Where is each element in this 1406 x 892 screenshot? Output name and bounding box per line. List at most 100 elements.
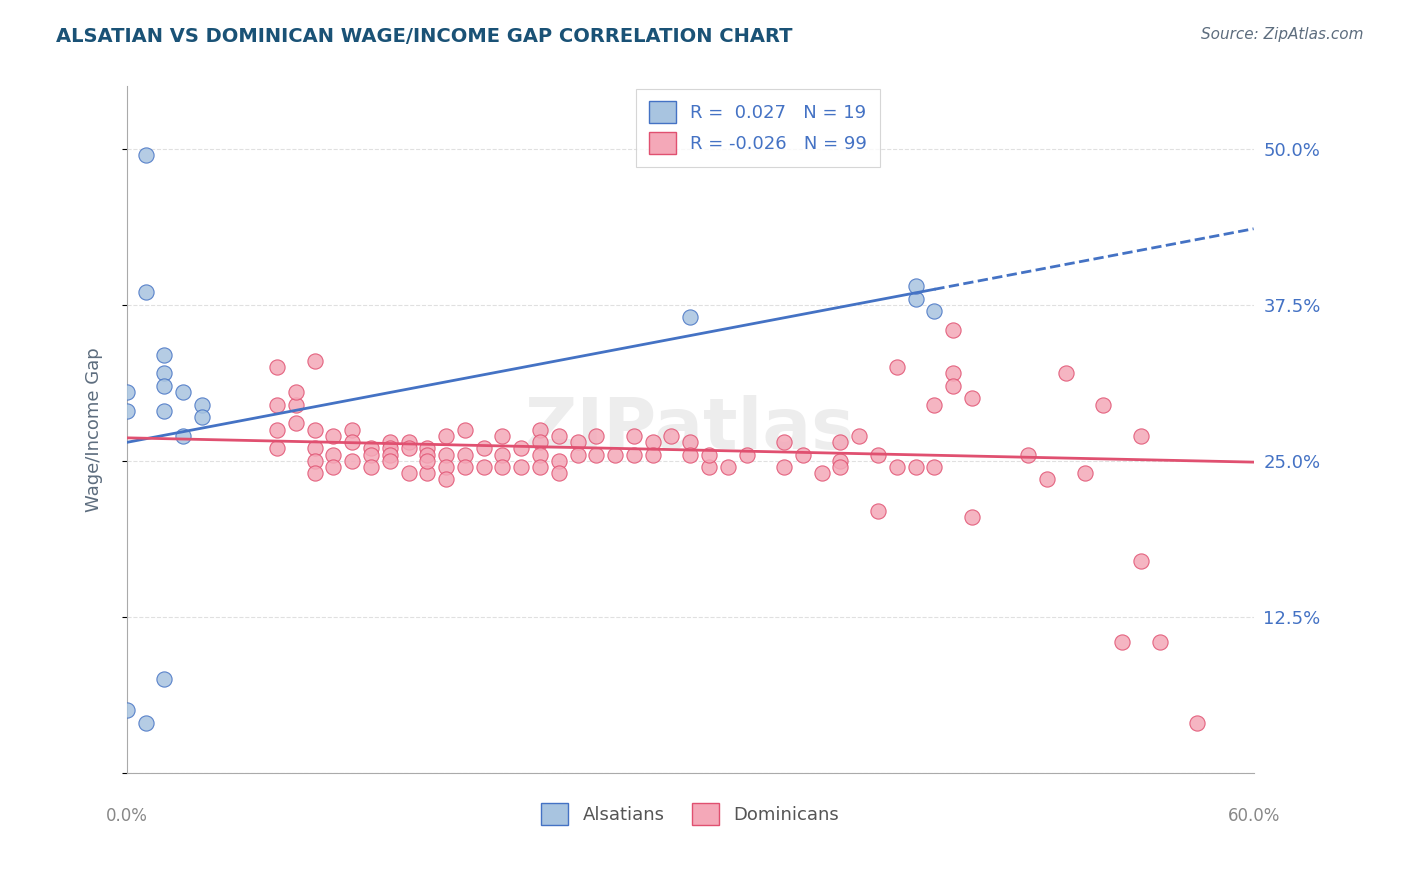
Point bbox=[398, 442, 420, 456]
Point bbox=[866, 448, 889, 462]
Point bbox=[810, 467, 832, 481]
Point bbox=[529, 460, 551, 475]
Point bbox=[1036, 473, 1059, 487]
Point bbox=[115, 404, 138, 418]
Point bbox=[172, 429, 194, 443]
Point bbox=[115, 385, 138, 400]
Point bbox=[1187, 715, 1209, 730]
Point bbox=[585, 429, 607, 443]
Point bbox=[304, 454, 326, 468]
Point bbox=[1187, 23, 1209, 37]
Point bbox=[510, 442, 533, 456]
Point bbox=[547, 467, 569, 481]
Point bbox=[529, 435, 551, 450]
Point bbox=[191, 410, 214, 425]
Point bbox=[266, 398, 288, 412]
Point bbox=[529, 423, 551, 437]
Point bbox=[454, 460, 477, 475]
Point bbox=[904, 292, 927, 306]
Y-axis label: Wage/Income Gap: Wage/Income Gap bbox=[86, 347, 103, 512]
Point bbox=[322, 448, 344, 462]
Point bbox=[942, 379, 965, 393]
Text: 0.0%: 0.0% bbox=[105, 807, 148, 825]
Point bbox=[773, 435, 796, 450]
Point bbox=[416, 467, 439, 481]
Point bbox=[773, 460, 796, 475]
Point bbox=[792, 448, 814, 462]
Point bbox=[866, 503, 889, 517]
Point bbox=[904, 460, 927, 475]
Point bbox=[697, 460, 720, 475]
Point bbox=[491, 448, 513, 462]
Point bbox=[378, 448, 401, 462]
Point bbox=[472, 442, 495, 456]
Point bbox=[960, 392, 983, 406]
Point bbox=[342, 423, 364, 437]
Point bbox=[735, 448, 758, 462]
Point bbox=[641, 435, 664, 450]
Point bbox=[585, 448, 607, 462]
Point bbox=[416, 448, 439, 462]
Point bbox=[135, 285, 157, 300]
Point bbox=[472, 460, 495, 475]
Point bbox=[360, 460, 382, 475]
Point bbox=[830, 435, 852, 450]
Point bbox=[1092, 398, 1115, 412]
Point bbox=[322, 460, 344, 475]
Point bbox=[434, 473, 457, 487]
Point bbox=[679, 448, 702, 462]
Point bbox=[1111, 634, 1133, 648]
Point bbox=[135, 148, 157, 162]
Point bbox=[115, 703, 138, 717]
Point bbox=[153, 367, 176, 381]
Text: ALSATIAN VS DOMINICAN WAGE/INCOME GAP CORRELATION CHART: ALSATIAN VS DOMINICAN WAGE/INCOME GAP CO… bbox=[56, 27, 793, 45]
Point bbox=[360, 448, 382, 462]
Point bbox=[284, 398, 307, 412]
Point bbox=[848, 429, 870, 443]
Point bbox=[398, 435, 420, 450]
Point bbox=[942, 323, 965, 337]
Point bbox=[886, 460, 908, 475]
Legend: Alsatians, Dominicans: Alsatians, Dominicans bbox=[534, 796, 846, 832]
Point bbox=[191, 398, 214, 412]
Point bbox=[679, 310, 702, 325]
Point bbox=[1149, 634, 1171, 648]
Point bbox=[567, 448, 589, 462]
Point bbox=[322, 429, 344, 443]
Point bbox=[886, 360, 908, 375]
Point bbox=[360, 442, 382, 456]
Point bbox=[924, 304, 946, 318]
Point bbox=[605, 448, 627, 462]
Point bbox=[172, 385, 194, 400]
Point bbox=[304, 442, 326, 456]
Point bbox=[924, 460, 946, 475]
Point bbox=[717, 460, 740, 475]
Point bbox=[679, 435, 702, 450]
Point bbox=[641, 448, 664, 462]
Point bbox=[623, 429, 645, 443]
Point bbox=[434, 460, 457, 475]
Point bbox=[434, 448, 457, 462]
Point bbox=[266, 423, 288, 437]
Point bbox=[304, 467, 326, 481]
Point bbox=[1017, 448, 1039, 462]
Point bbox=[284, 385, 307, 400]
Point bbox=[416, 454, 439, 468]
Point bbox=[942, 367, 965, 381]
Point bbox=[304, 354, 326, 368]
Point bbox=[304, 423, 326, 437]
Point bbox=[153, 672, 176, 686]
Point bbox=[661, 429, 683, 443]
Point bbox=[547, 429, 569, 443]
Point bbox=[567, 435, 589, 450]
Point bbox=[398, 467, 420, 481]
Point bbox=[491, 460, 513, 475]
Point bbox=[960, 509, 983, 524]
Point bbox=[547, 454, 569, 468]
Point bbox=[454, 448, 477, 462]
Point bbox=[924, 398, 946, 412]
Point bbox=[529, 448, 551, 462]
Point bbox=[697, 448, 720, 462]
Point bbox=[378, 454, 401, 468]
Point bbox=[491, 429, 513, 443]
